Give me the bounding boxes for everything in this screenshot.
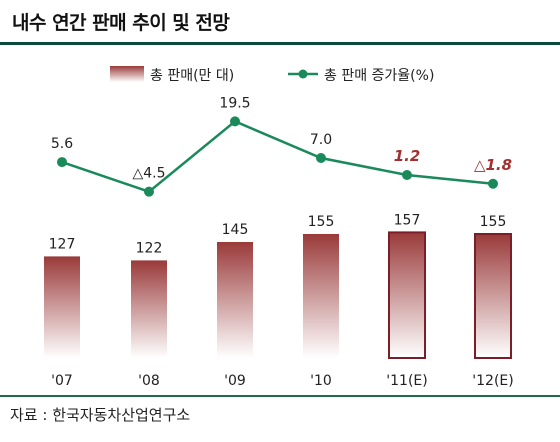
bar-1	[131, 260, 167, 358]
legend-line-label: 총 판매 증가율(%)	[324, 68, 434, 84]
x-tick-label-2: '09	[224, 373, 246, 389]
line-series	[57, 116, 498, 197]
line-point-3	[316, 152, 326, 163]
bar-value-labels: 127 122 145 155 157 155	[49, 212, 507, 256]
x-tick-label-0: '07	[51, 373, 73, 389]
line-point-5	[488, 178, 498, 189]
legend: 총 판매(만 대) 총 판매 증가율(%)	[110, 66, 434, 84]
bar-0	[44, 256, 80, 358]
bar-series	[44, 231, 512, 359]
line-point-4	[402, 169, 412, 180]
title-divider	[0, 42, 560, 45]
source-note: 자료 : 한국자동차산업연구소	[10, 406, 191, 424]
legend-bar-swatch	[110, 66, 144, 82]
line-value-label-0: 5.6	[51, 136, 73, 152]
bar-value-label-0: 127	[49, 236, 76, 252]
line-value-label-4: 1.2	[394, 147, 421, 165]
line-point-1	[144, 186, 154, 197]
title-bar: 내수 연간 판매 추이 및 전망	[0, 0, 560, 46]
growth-line	[61, 119, 494, 194]
bar-value-label-2: 145	[222, 222, 249, 238]
x-tick-label-1: '08	[138, 373, 160, 389]
page-title: 내수 연간 판매 추이 및 전망	[12, 12, 230, 34]
line-value-label-5: △1.8	[474, 156, 512, 174]
line-point-2	[230, 116, 240, 127]
bar-value-label-1: 122	[136, 240, 163, 256]
bar-value-label-4: 157	[394, 212, 421, 228]
line-value-label-2: 19.5	[219, 95, 250, 111]
legend-bar-label: 총 판매(만 대)	[150, 68, 234, 84]
source-divider	[0, 395, 560, 397]
bar-value-label-5: 155	[480, 214, 507, 230]
line-point-0	[57, 157, 67, 168]
bar-value-label-3: 155	[308, 214, 335, 230]
bar-2	[217, 242, 253, 358]
x-tick-label-5: '12(E)	[472, 373, 513, 389]
x-tick-label-3: '10	[310, 373, 332, 389]
legend-line-marker	[298, 69, 308, 79]
bar-4	[388, 231, 426, 359]
line-value-label-3: 7.0	[310, 132, 332, 148]
bar-3	[303, 234, 339, 358]
x-tick-label-4: '11(E)	[386, 373, 427, 389]
bar-5	[474, 233, 512, 359]
line-value-label-1: △4.5	[132, 166, 165, 182]
line-value-labels: 5.6 △4.5 19.5 7.0 1.2 △1.8	[51, 95, 512, 181]
x-axis-labels: '07 '08 '09 '10 '11(E) '12(E)	[51, 373, 514, 389]
